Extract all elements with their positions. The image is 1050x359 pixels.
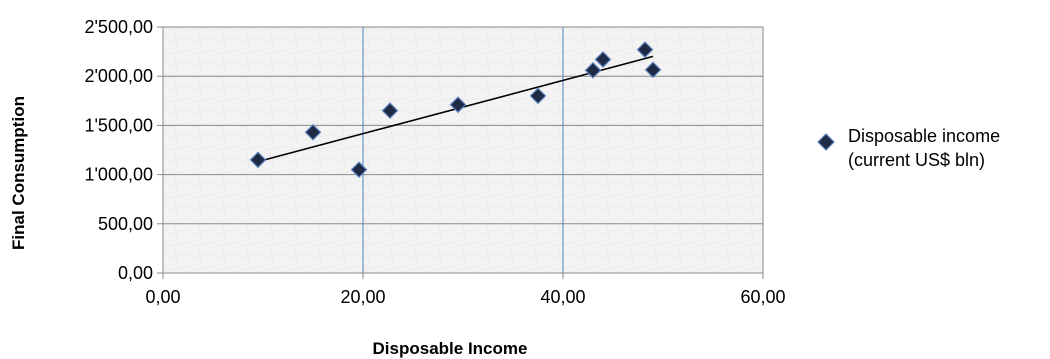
axes: 0,00 500,00 1'000,00 1'500,00 2'000,00 2'500,… bbox=[84, 17, 785, 307]
data-point-diamond bbox=[644, 61, 662, 79]
y-axis-title: Final Consumption bbox=[9, 96, 28, 250]
data-point-diamond bbox=[304, 123, 322, 141]
y-tick-label: 2'000,00 bbox=[84, 66, 153, 86]
x-tick-label: 20,00 bbox=[340, 287, 385, 307]
x-axis-title: Disposable Income bbox=[373, 339, 528, 358]
data-point-diamond bbox=[350, 161, 368, 179]
data-point-diamond bbox=[584, 61, 602, 79]
data-point-diamond bbox=[381, 102, 399, 119]
x-tick-label: 60,00 bbox=[740, 287, 785, 307]
y-tick-label: 0,00 bbox=[118, 263, 153, 283]
plot-background bbox=[163, 27, 763, 273]
legend: Disposable income (current US$ bln) bbox=[817, 126, 1000, 170]
data-point-diamond bbox=[529, 87, 547, 105]
data-point-diamond bbox=[594, 51, 612, 68]
data-point-diamond bbox=[449, 96, 467, 114]
x-tick-label: 0,00 bbox=[145, 287, 180, 307]
plot-border bbox=[162, 26, 764, 274]
data-points bbox=[249, 41, 662, 179]
legend-label-line-2: (current US$ bln) bbox=[848, 150, 985, 170]
y-tick-label: 1'000,00 bbox=[84, 165, 153, 185]
y-tick-label: 500,00 bbox=[98, 214, 153, 234]
data-point-diamond bbox=[636, 41, 654, 58]
x-tick-label: 40,00 bbox=[540, 287, 585, 307]
plot-area bbox=[162, 26, 764, 274]
data-point-diamond bbox=[249, 151, 267, 169]
y-tick-label: 2'500,00 bbox=[84, 17, 153, 37]
legend-label-line-1: Disposable income bbox=[848, 126, 1000, 146]
legend-marker-diamond-icon bbox=[817, 133, 835, 151]
y-tick-label: 1'500,00 bbox=[84, 115, 153, 135]
